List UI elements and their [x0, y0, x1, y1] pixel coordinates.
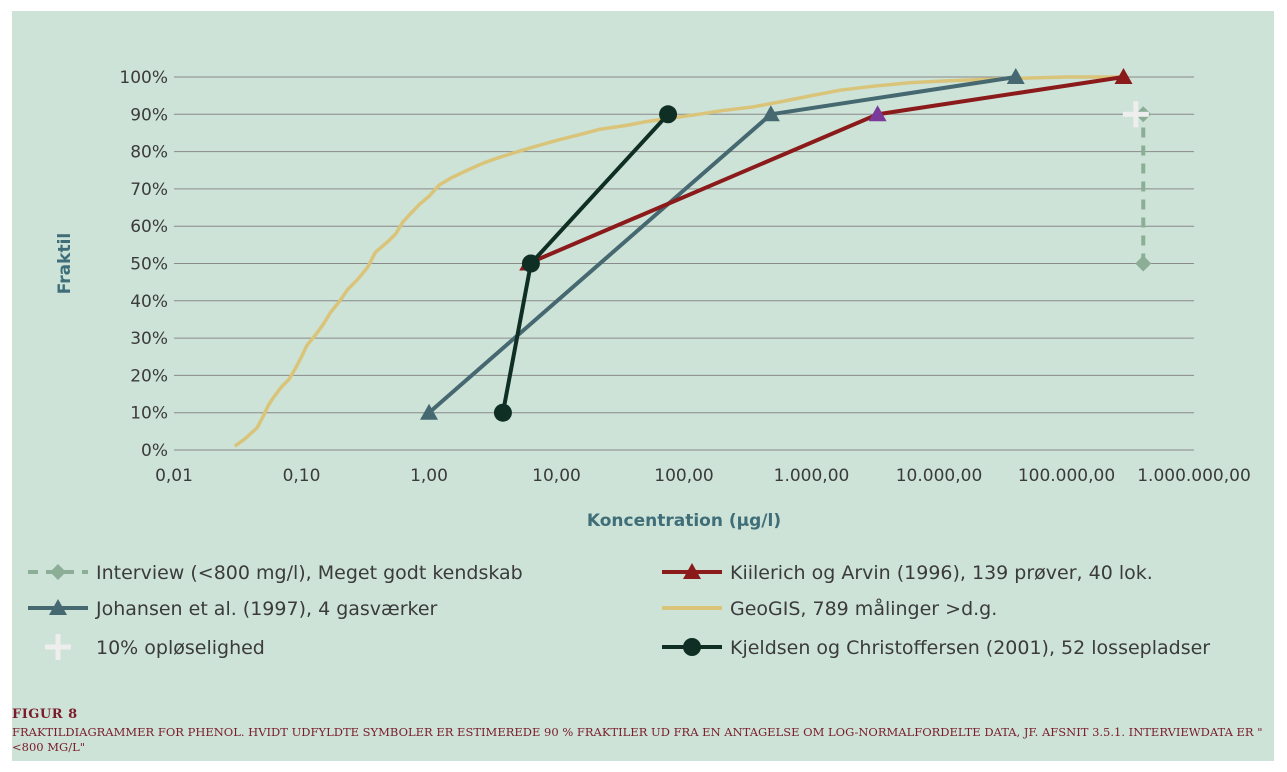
chart-panel: 0% 10% 20% 30% 40% 50% 60% 70% 80% 90% 100% 0,01 0,1… — [12, 11, 1274, 697]
caption-panel: FIGUR 8 FRAKTILDIAGRAMMER FOR PHENOL. HV… — [12, 697, 1274, 761]
y-tick-label: 20% — [130, 366, 168, 386]
series-3-point — [493, 403, 512, 422]
chart-svg: 0% 10% 20% 30% 40% 50% 60% 70% 80% 90% 100% 0,01 0,1… — [28, 68, 1251, 660]
y-tick-label: 100% — [119, 68, 168, 88]
y-tick-label: 50% — [130, 255, 168, 275]
y-tick-label: 70% — [130, 180, 168, 200]
legend-label: 10% opløselighed — [96, 637, 265, 659]
axis-layer: 0% 10% 20% 30% 40% 50% 60% 70% 80% 90% 100% 0,01 0,1… — [119, 68, 1250, 486]
y-tick-label: 90% — [130, 105, 168, 125]
legend-item: GeoGIS, 789 målinger >d.g. — [662, 597, 997, 620]
legend-item: Interview (<800 mg/l), Meget godt kendsk… — [28, 562, 523, 584]
legend-swatch-marker — [49, 599, 67, 615]
legend-swatch-marker — [683, 638, 701, 656]
series-2-point — [761, 105, 780, 122]
y-tick-label: 40% — [130, 292, 168, 312]
legend-swatch-marker — [45, 634, 71, 660]
figure-caption: FRAKTILDIAGRAMMER FOR PHENOL. HVIDT UDFY… — [12, 725, 1263, 754]
y-tick-label: 10% — [130, 404, 168, 424]
legend-layer: Interview (<800 mg/l), Meget godt kendsk… — [28, 562, 1210, 660]
legend-label: Kiilerich og Arvin (1996), 139 prøver, 4… — [730, 562, 1153, 584]
series-2-point — [1006, 68, 1025, 84]
x-tick-label: 0,01 — [155, 466, 193, 486]
series-3-point — [521, 254, 540, 273]
legend-item: Kiilerich og Arvin (1996), 139 prøver, 4… — [662, 562, 1153, 584]
x-tick-label: 100.000,00 — [1018, 466, 1115, 486]
series-3-point — [659, 105, 678, 124]
series-2-line — [427, 75, 1017, 415]
y-tick-label: 0% — [141, 441, 168, 461]
figure-label: FIGUR 8 — [12, 707, 78, 722]
y-tick-label: 60% — [130, 217, 168, 237]
legend-label: Kjeldsen og Christoffersen (2001), 52 lo… — [730, 637, 1210, 659]
series-1-point — [868, 105, 887, 122]
series-layer — [233, 68, 1152, 448]
plus-marker-v — [55, 634, 61, 660]
y-tick-label: 30% — [130, 329, 168, 349]
series-1-point — [1114, 68, 1133, 84]
x-axis-title: Koncentration (µg/l) — [587, 511, 781, 531]
legend-swatch-marker — [50, 564, 66, 580]
legend-item: Johansen et al. (1997), 4 gasværker — [28, 598, 438, 620]
legend-item: 10% opløselighed — [45, 634, 265, 660]
legend-label: GeoGIS, 789 målinger >d.g. — [730, 597, 997, 620]
x-tick-label: 10.000,00 — [896, 466, 983, 486]
x-tick-label: 100,00 — [654, 466, 713, 486]
x-tick-label: 1,00 — [410, 466, 448, 486]
series-0-line — [233, 75, 1128, 448]
legend-label: Interview (<800 mg/l), Meget godt kendsk… — [96, 562, 523, 584]
series-5-point — [1122, 101, 1149, 128]
x-tick-label: 10,00 — [532, 466, 581, 486]
legend-swatch-marker — [683, 563, 701, 579]
y-tick-label: 80% — [130, 143, 168, 163]
series-2-point — [420, 403, 438, 420]
x-tick-label: 1.000.000,00 — [1137, 466, 1251, 486]
y-axis-title: Fraktil — [55, 233, 75, 294]
legend-label: Johansen et al. (1997), 4 gasværker — [95, 598, 438, 620]
grid-layer — [174, 76, 1194, 451]
legend-item: Kjeldsen og Christoffersen (2001), 52 lo… — [662, 637, 1210, 659]
plus-marker-v — [1133, 101, 1139, 128]
series-4-point — [1135, 255, 1152, 272]
x-tick-label: 1.000,00 — [774, 466, 850, 486]
x-tick-label: 0,10 — [283, 466, 321, 486]
